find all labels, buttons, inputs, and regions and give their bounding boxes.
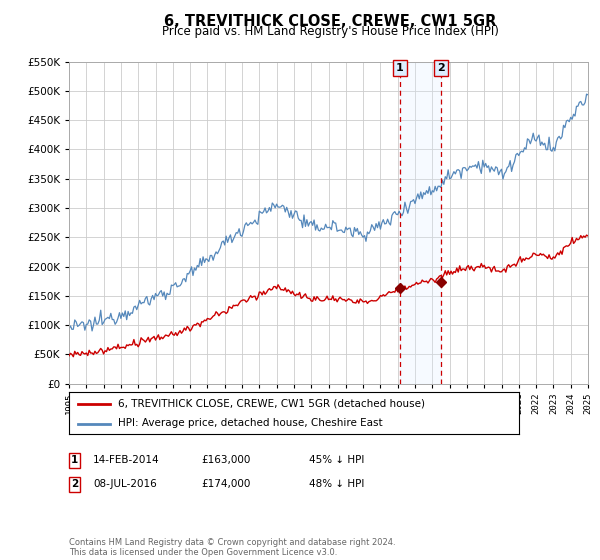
- Bar: [400, 62, 441, 384]
- Text: 48% ↓ HPI: 48% ↓ HPI: [309, 479, 364, 489]
- Text: 14-FEB-2014: 14-FEB-2014: [93, 455, 160, 465]
- Text: 2: 2: [71, 479, 78, 489]
- Text: £163,000: £163,000: [201, 455, 250, 465]
- Text: HPI: Average price, detached house, Cheshire East: HPI: Average price, detached house, Ches…: [119, 418, 383, 428]
- Text: 2: 2: [437, 63, 445, 73]
- Text: 08-JUL-2016: 08-JUL-2016: [93, 479, 157, 489]
- Text: Contains HM Land Registry data © Crown copyright and database right 2024.
This d: Contains HM Land Registry data © Crown c…: [69, 538, 395, 557]
- Text: Price paid vs. HM Land Registry's House Price Index (HPI): Price paid vs. HM Land Registry's House …: [161, 25, 499, 38]
- Text: 45% ↓ HPI: 45% ↓ HPI: [309, 455, 364, 465]
- Text: 1: 1: [396, 63, 404, 73]
- Text: 6, TREVITHICK CLOSE, CREWE, CW1 5GR: 6, TREVITHICK CLOSE, CREWE, CW1 5GR: [164, 14, 496, 29]
- Text: £174,000: £174,000: [201, 479, 250, 489]
- Text: 6, TREVITHICK CLOSE, CREWE, CW1 5GR (detached house): 6, TREVITHICK CLOSE, CREWE, CW1 5GR (det…: [119, 399, 425, 409]
- Text: 1: 1: [71, 455, 78, 465]
